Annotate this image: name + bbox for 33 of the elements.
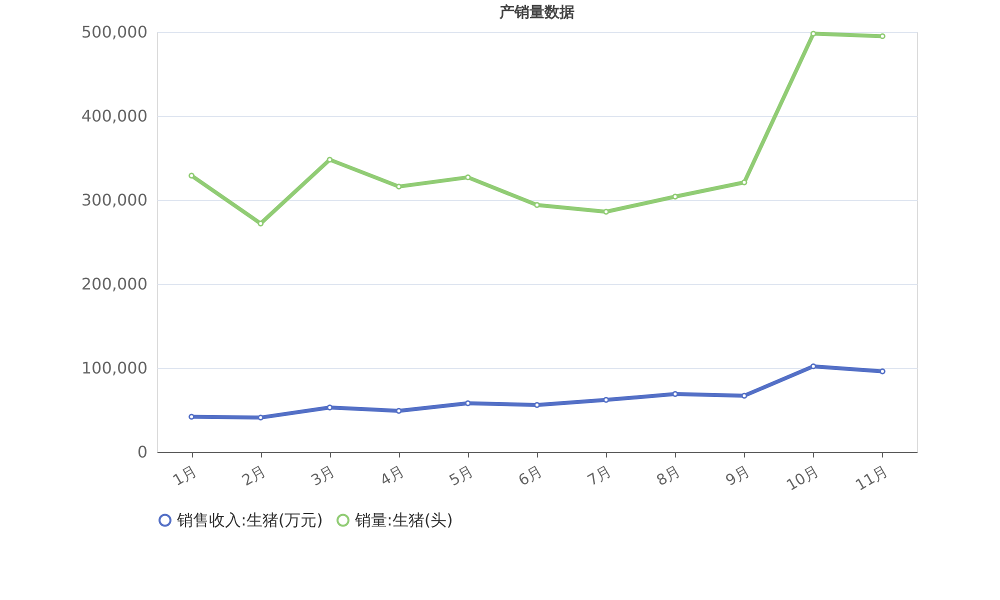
y-tick-label: 400,000 — [81, 106, 148, 126]
point — [810, 30, 816, 37]
point — [672, 194, 678, 200]
y-tick-label: 200,000 — [81, 274, 148, 294]
y-tick-label: 100,000 — [81, 358, 148, 378]
x-tick-label: 5月 — [446, 462, 476, 490]
y-tick-label: 500,000 — [81, 22, 148, 42]
x-tick-label: 4月 — [377, 462, 408, 490]
x-tick-label: 6月 — [515, 462, 546, 490]
point — [188, 172, 195, 179]
point — [326, 404, 333, 410]
y-tick-label: 0 — [137, 442, 148, 462]
point — [603, 208, 610, 215]
x-tick-label: 1月 — [170, 462, 200, 490]
y-tick-label: 300,000 — [81, 190, 148, 210]
x-tick-label: 11月 — [852, 462, 891, 494]
point — [326, 156, 333, 163]
x-tick-label: 7月 — [584, 462, 615, 490]
x-tick-label: 2月 — [238, 462, 270, 490]
point — [464, 174, 471, 180]
x-tick-label: 8月 — [653, 462, 684, 490]
point — [741, 179, 748, 186]
point — [534, 402, 540, 408]
point — [258, 220, 264, 226]
x-tick-label: 10月 — [783, 462, 822, 494]
point — [396, 184, 402, 190]
x-tick-label: 3月 — [308, 462, 338, 490]
point — [534, 202, 540, 208]
legend-label: 销量:生猪(头) — [354, 510, 453, 530]
chart-title: 产销量数据 — [498, 3, 574, 21]
point — [810, 363, 816, 370]
x-tick-label: 9月 — [722, 462, 753, 490]
legend-label: 销售收入:生猪(万元) — [176, 510, 323, 530]
